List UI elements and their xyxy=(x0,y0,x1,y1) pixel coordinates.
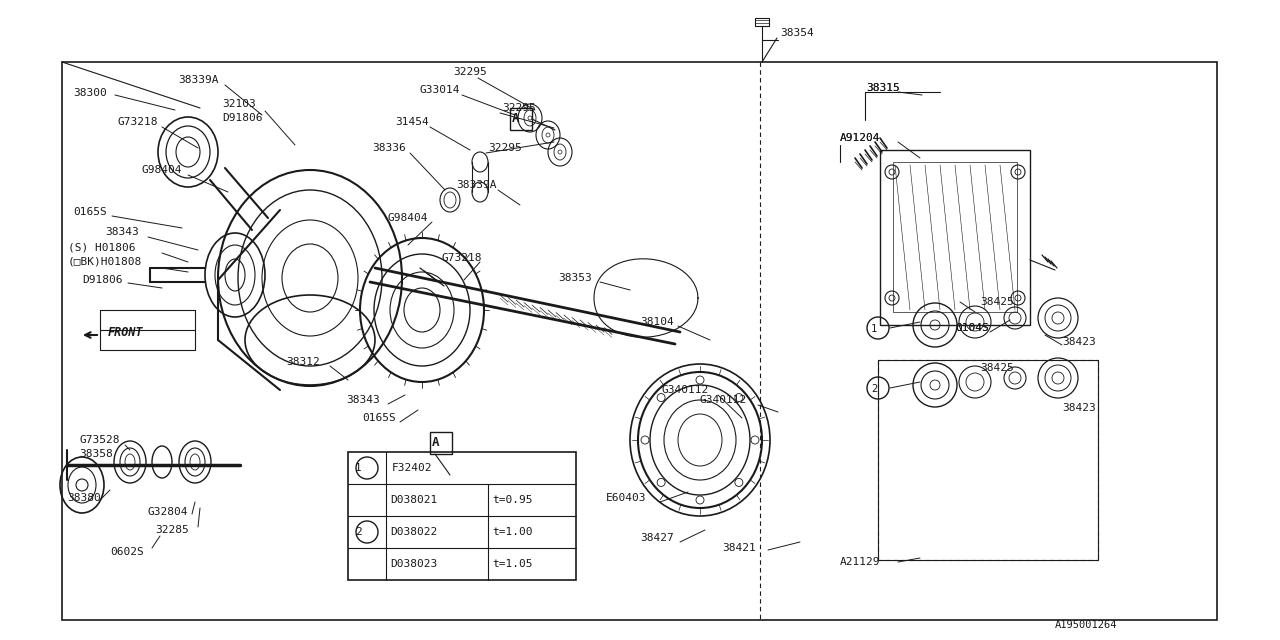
Text: 0602S: 0602S xyxy=(110,547,143,557)
Text: 32295: 32295 xyxy=(502,103,536,113)
Text: D91806: D91806 xyxy=(221,113,262,123)
Text: 32285: 32285 xyxy=(155,525,188,535)
Bar xyxy=(61,62,1217,620)
Text: A195001264: A195001264 xyxy=(1055,620,1117,630)
Text: G73218: G73218 xyxy=(118,117,159,127)
Text: 38104: 38104 xyxy=(640,317,673,327)
Text: 0165S: 0165S xyxy=(73,207,106,217)
Text: 38353: 38353 xyxy=(558,273,591,283)
Text: 2: 2 xyxy=(355,527,361,537)
Text: G73218: G73218 xyxy=(442,253,483,263)
Text: 38315: 38315 xyxy=(867,83,900,93)
Text: 2: 2 xyxy=(870,384,877,394)
Text: 38423: 38423 xyxy=(1062,403,1096,413)
Text: D038021: D038021 xyxy=(390,495,438,505)
Text: 38315: 38315 xyxy=(867,83,900,93)
Text: G33014: G33014 xyxy=(420,85,461,95)
Text: 38336: 38336 xyxy=(372,143,406,153)
Text: 32295: 32295 xyxy=(453,67,486,77)
Text: t=1.05: t=1.05 xyxy=(492,559,532,569)
Text: 38343: 38343 xyxy=(346,395,380,405)
Bar xyxy=(881,150,1030,325)
Text: 38380: 38380 xyxy=(67,493,101,503)
Text: t=0.95: t=0.95 xyxy=(492,495,532,505)
Text: A: A xyxy=(512,113,520,125)
Text: (S) H01806: (S) H01806 xyxy=(68,243,136,253)
Text: 38312: 38312 xyxy=(285,357,320,367)
Text: 38425: 38425 xyxy=(980,297,1014,307)
Text: (□BK)H01808: (□BK)H01808 xyxy=(68,257,142,267)
Text: 32295: 32295 xyxy=(488,143,522,153)
Text: D038023: D038023 xyxy=(390,559,438,569)
Text: G98404: G98404 xyxy=(142,165,183,175)
Text: A: A xyxy=(433,436,439,449)
Text: 0104S: 0104S xyxy=(955,323,988,333)
Text: t=1.00: t=1.00 xyxy=(492,527,532,537)
Text: 38425: 38425 xyxy=(980,363,1014,373)
Bar xyxy=(878,360,1098,560)
Text: 31454: 31454 xyxy=(396,117,429,127)
Text: G340112: G340112 xyxy=(662,385,709,395)
Text: 0165S: 0165S xyxy=(362,413,396,423)
Text: 1: 1 xyxy=(355,463,361,473)
Text: G98404: G98404 xyxy=(388,213,429,223)
Text: 1: 1 xyxy=(870,324,877,334)
Text: 38427: 38427 xyxy=(640,533,673,543)
Bar xyxy=(348,452,576,580)
Bar xyxy=(509,108,532,130)
Text: A21129: A21129 xyxy=(840,557,881,567)
Text: 38339A: 38339A xyxy=(178,75,219,85)
Text: 38423: 38423 xyxy=(1062,337,1096,347)
Text: E60403: E60403 xyxy=(605,493,646,503)
Text: G32804: G32804 xyxy=(148,507,188,517)
Text: FRONT: FRONT xyxy=(108,326,143,339)
Text: D91806: D91806 xyxy=(82,275,123,285)
Text: 38354: 38354 xyxy=(780,28,814,38)
Bar xyxy=(893,162,1018,312)
Text: 38300: 38300 xyxy=(73,88,106,98)
Bar xyxy=(755,18,769,26)
Text: 38421: 38421 xyxy=(722,543,755,553)
Text: 32103: 32103 xyxy=(221,99,256,109)
Bar xyxy=(430,432,452,454)
Text: A91204: A91204 xyxy=(840,133,881,143)
Text: 38339A: 38339A xyxy=(456,180,497,190)
Text: 0104S: 0104S xyxy=(955,323,988,333)
Text: F32402: F32402 xyxy=(392,463,433,473)
Text: 38358: 38358 xyxy=(79,449,113,459)
Text: G340112: G340112 xyxy=(700,395,748,405)
Text: D038022: D038022 xyxy=(390,527,438,537)
Text: A91204: A91204 xyxy=(840,133,881,143)
Text: G73528: G73528 xyxy=(79,435,119,445)
Text: 38343: 38343 xyxy=(105,227,138,237)
